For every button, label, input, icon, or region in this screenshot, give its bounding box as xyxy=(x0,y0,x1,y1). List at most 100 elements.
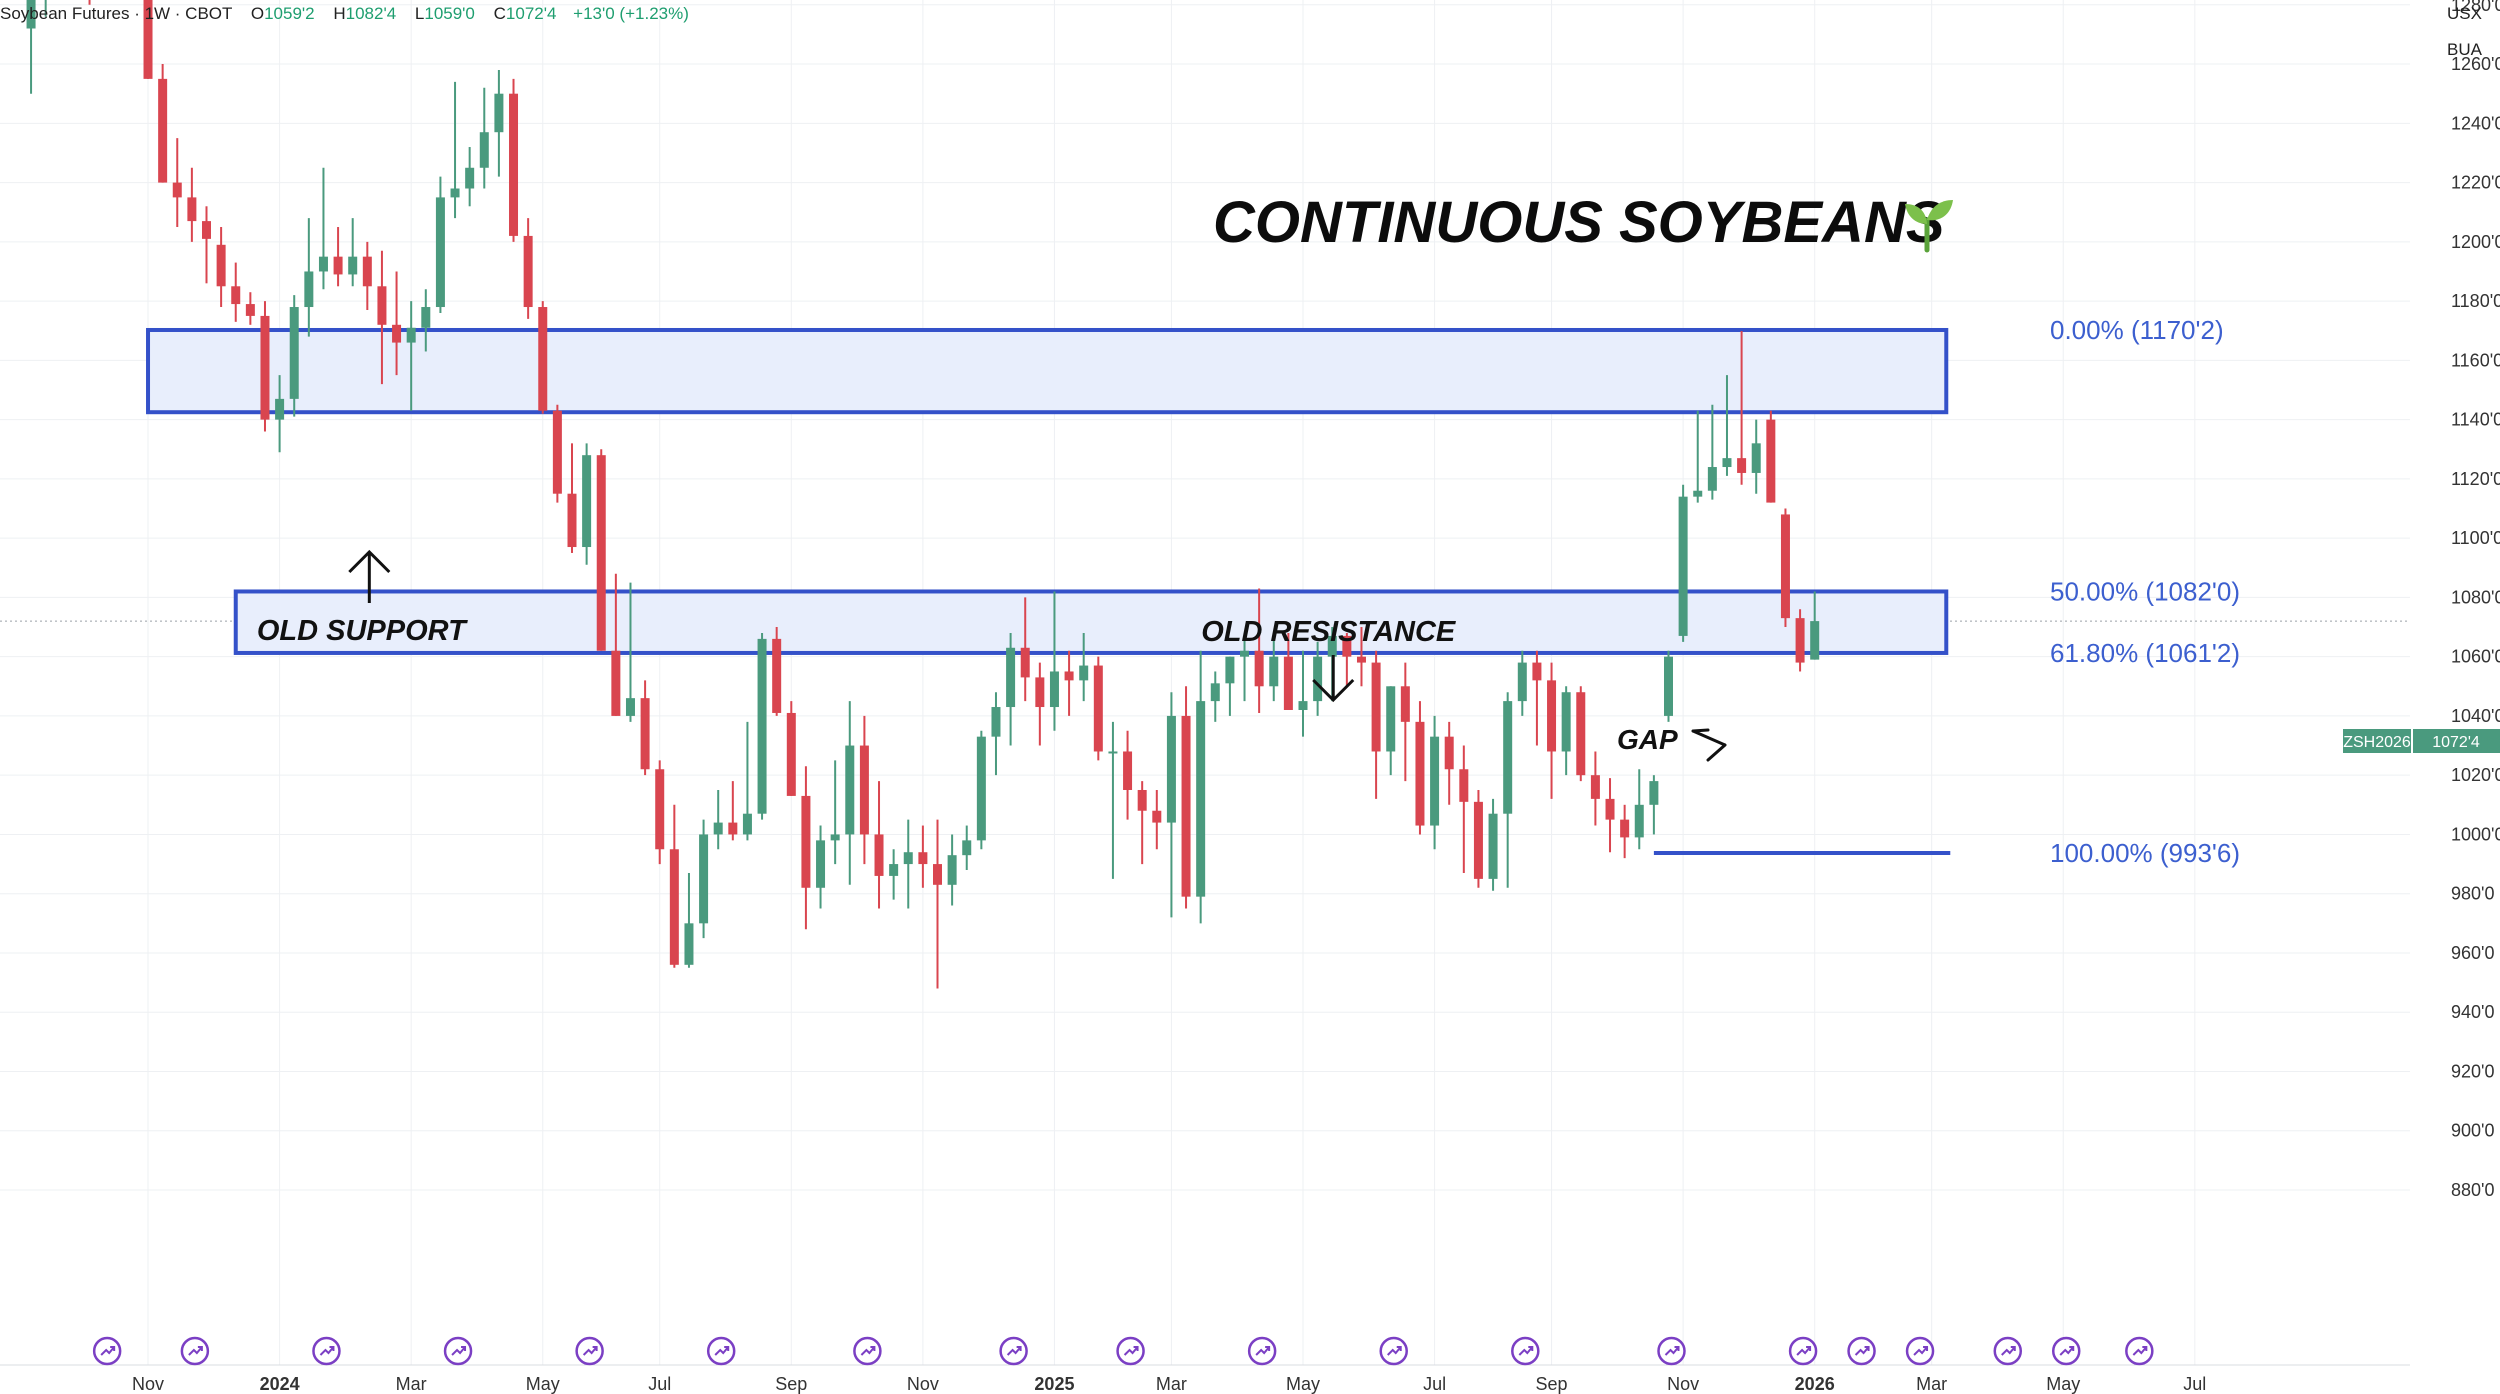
event-marker-icon[interactable] xyxy=(1116,1336,1145,1366)
candle-body xyxy=(728,822,738,835)
candle-body xyxy=(245,304,255,316)
x-tick-label: Jul xyxy=(1423,1374,1446,1394)
event-marker-icon[interactable] xyxy=(1993,1336,2023,1366)
candle-body xyxy=(1664,656,1673,716)
x-tick-label: Nov xyxy=(132,1374,164,1394)
candle-body xyxy=(1225,656,1235,684)
candle-body xyxy=(158,78,168,183)
event-glyph xyxy=(582,1346,598,1356)
event-marker-icon[interactable] xyxy=(2125,1336,2154,1366)
annotation: OLD RESISTANCE xyxy=(1201,616,1457,703)
candle-down xyxy=(655,760,665,865)
candle-body xyxy=(465,167,475,189)
event-glyph xyxy=(1664,1346,1680,1356)
candle-body xyxy=(421,307,431,328)
candle-down xyxy=(669,804,679,968)
candle-body xyxy=(289,307,299,399)
candle-body xyxy=(1240,650,1250,657)
candle-down xyxy=(245,292,255,325)
candle-body xyxy=(903,852,913,865)
event-marker-icon[interactable] xyxy=(1657,1336,1686,1366)
candle-up xyxy=(699,819,709,939)
candle-up xyxy=(889,849,899,900)
candle-up xyxy=(903,819,913,909)
candle-down xyxy=(596,449,606,651)
candle-up xyxy=(976,730,986,850)
candle-down xyxy=(772,627,782,716)
x-tick-label: 2025 xyxy=(1034,1374,1074,1394)
event-marker-icon[interactable] xyxy=(999,1336,1028,1366)
candle-down xyxy=(231,262,241,322)
event-marker-icon[interactable] xyxy=(92,1336,122,1366)
candle-down xyxy=(1123,730,1133,820)
candle-up xyxy=(348,218,358,287)
candle-body xyxy=(1415,721,1425,826)
event-marker-icon[interactable] xyxy=(853,1336,882,1366)
event-marker-icon[interactable] xyxy=(312,1336,341,1366)
candle-body xyxy=(1547,680,1557,752)
candle-body xyxy=(231,286,241,305)
y-tick-label: 1000'0 xyxy=(2451,824,2500,844)
event-marker-icon[interactable] xyxy=(1905,1336,1935,1366)
candle-body xyxy=(801,795,811,888)
arrow-down-icon xyxy=(1312,655,1355,703)
open-label: O xyxy=(250,4,265,23)
candle-up xyxy=(1561,686,1571,776)
candle-down xyxy=(392,271,402,376)
event-marker-icon[interactable] xyxy=(443,1336,473,1366)
event-marker-icon[interactable] xyxy=(706,1336,736,1366)
event-marker-icon[interactable] xyxy=(1247,1336,1277,1366)
candle-up xyxy=(1751,419,1761,494)
candle-down xyxy=(918,825,928,888)
candle-body xyxy=(1020,647,1030,678)
event-glyph xyxy=(1913,1346,1929,1356)
event-marker-icon[interactable] xyxy=(1511,1336,1540,1366)
candle-down xyxy=(362,241,372,310)
candle-body xyxy=(1503,701,1513,814)
candle-up xyxy=(1634,769,1644,850)
candle-down xyxy=(1152,789,1162,850)
annotation: OLD SUPPORT xyxy=(257,549,468,647)
candle-down xyxy=(1795,609,1805,672)
candle-up xyxy=(1722,375,1732,476)
high-value: 1082'4 xyxy=(345,4,397,23)
event-marker-icon[interactable] xyxy=(180,1336,210,1366)
event-marker-icon[interactable] xyxy=(1379,1336,1408,1366)
annotation: GAP xyxy=(1617,724,1727,762)
candle-body xyxy=(450,188,460,198)
event-marker-icon[interactable] xyxy=(1788,1336,1818,1366)
candle-up xyxy=(304,218,314,337)
candle-body xyxy=(1576,692,1586,776)
candle-body xyxy=(1123,751,1133,790)
event-marker-icon[interactable] xyxy=(575,1336,604,1366)
y-tick-label: 1020'0 xyxy=(2451,765,2500,785)
candle-up xyxy=(479,87,489,189)
candle-body xyxy=(172,182,182,198)
candle-body xyxy=(509,93,519,236)
candle-up xyxy=(1166,692,1176,918)
y-tick-label: 1140'0 xyxy=(2451,410,2500,430)
candle-body xyxy=(1006,647,1016,708)
candle-up xyxy=(406,301,416,411)
candle-body xyxy=(1634,804,1644,838)
x-tick-label: Sep xyxy=(775,1374,807,1394)
candle-up xyxy=(684,872,694,968)
event-marker-icon[interactable] xyxy=(1847,1336,1876,1366)
candle-up xyxy=(991,692,1001,776)
candle-down xyxy=(172,138,182,228)
candle-down xyxy=(1459,745,1469,873)
x-tick-label: Nov xyxy=(907,1374,939,1394)
candle-body xyxy=(742,813,752,835)
candle-up xyxy=(845,701,855,885)
candle-body xyxy=(845,745,855,835)
event-marker-icon[interactable] xyxy=(2051,1336,2081,1366)
candle-up xyxy=(26,0,36,94)
candle-body xyxy=(392,324,402,343)
low-label: L xyxy=(414,4,425,23)
arrow-right-icon xyxy=(1691,728,1727,762)
event-glyph xyxy=(1006,1346,1022,1356)
candle-down xyxy=(786,701,796,796)
candle-body xyxy=(538,307,548,411)
candle-down xyxy=(1547,662,1557,799)
